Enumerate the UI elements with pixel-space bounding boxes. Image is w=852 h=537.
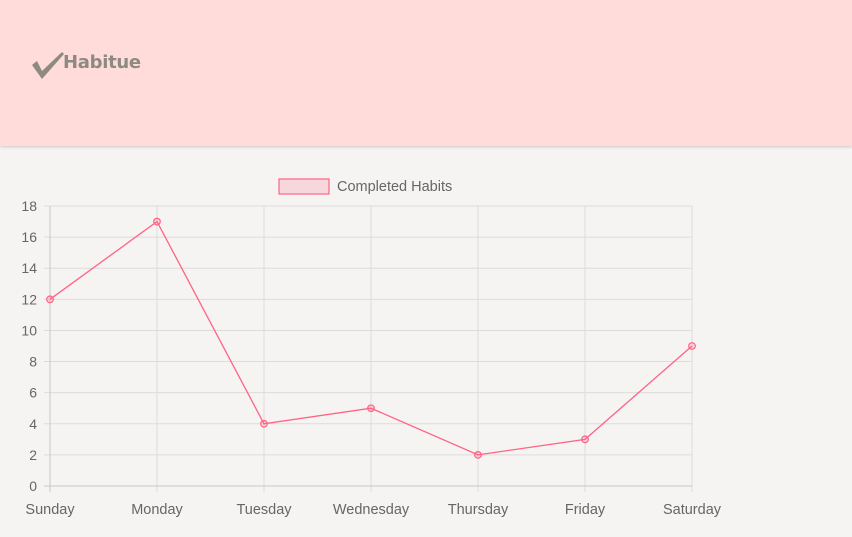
y-tick-label: 18: [21, 198, 37, 214]
legend-swatch[interactable]: [278, 178, 330, 195]
data-point[interactable]: [367, 404, 375, 413]
x-tick-label: Sunday: [25, 502, 75, 518]
data-point[interactable]: [260, 419, 268, 428]
data-point[interactable]: [581, 435, 589, 444]
x-tick-label: Monday: [131, 502, 183, 518]
brand-logo[interactable]: Habitue: [31, 50, 141, 80]
x-tick-label: Saturday: [663, 502, 722, 518]
y-tick-label: 6: [29, 385, 37, 401]
y-tick-label: 4: [29, 416, 37, 432]
series-line: [49, 220, 693, 456]
brand-name: Habitue: [63, 51, 141, 73]
app-header: Habitue: [0, 0, 852, 146]
legend-label[interactable]: Completed Habits: [337, 179, 452, 195]
chart-svg: 0 2 4 6 8 10 12 14 16 18 Sunday Monday Tuesday Wednes…: [21, 178, 722, 518]
x-tick-label: Friday: [565, 502, 606, 518]
habits-chart-panel: 0 2 4 6 8 10 12 14 16 18 Sunday Monday Tuesday Wednes…: [0, 160, 852, 537]
x-tick-label: Thursday: [448, 502, 509, 518]
x-tick-label: Wednesday: [333, 502, 410, 518]
x-tick-label: Tuesday: [236, 502, 292, 518]
data-point[interactable]: [153, 217, 161, 226]
checkmark-icon: [32, 52, 64, 79]
y-tick-label: 16: [21, 229, 37, 245]
y-tick-label: 0: [29, 478, 37, 494]
y-tick-label: 2: [29, 447, 37, 463]
data-point[interactable]: [688, 342, 696, 350]
y-tick-label: 12: [21, 291, 37, 307]
y-tick-label: 8: [29, 354, 37, 370]
completed-habits-chart: 0 2 4 6 8 10 12 14 16 18 Sunday Monday Tuesday Wednes…: [0, 160, 852, 537]
y-tick-label: 14: [21, 260, 37, 276]
y-tick-label: 10: [21, 322, 37, 338]
data-point[interactable]: [474, 450, 482, 459]
data-point[interactable]: [46, 295, 54, 304]
